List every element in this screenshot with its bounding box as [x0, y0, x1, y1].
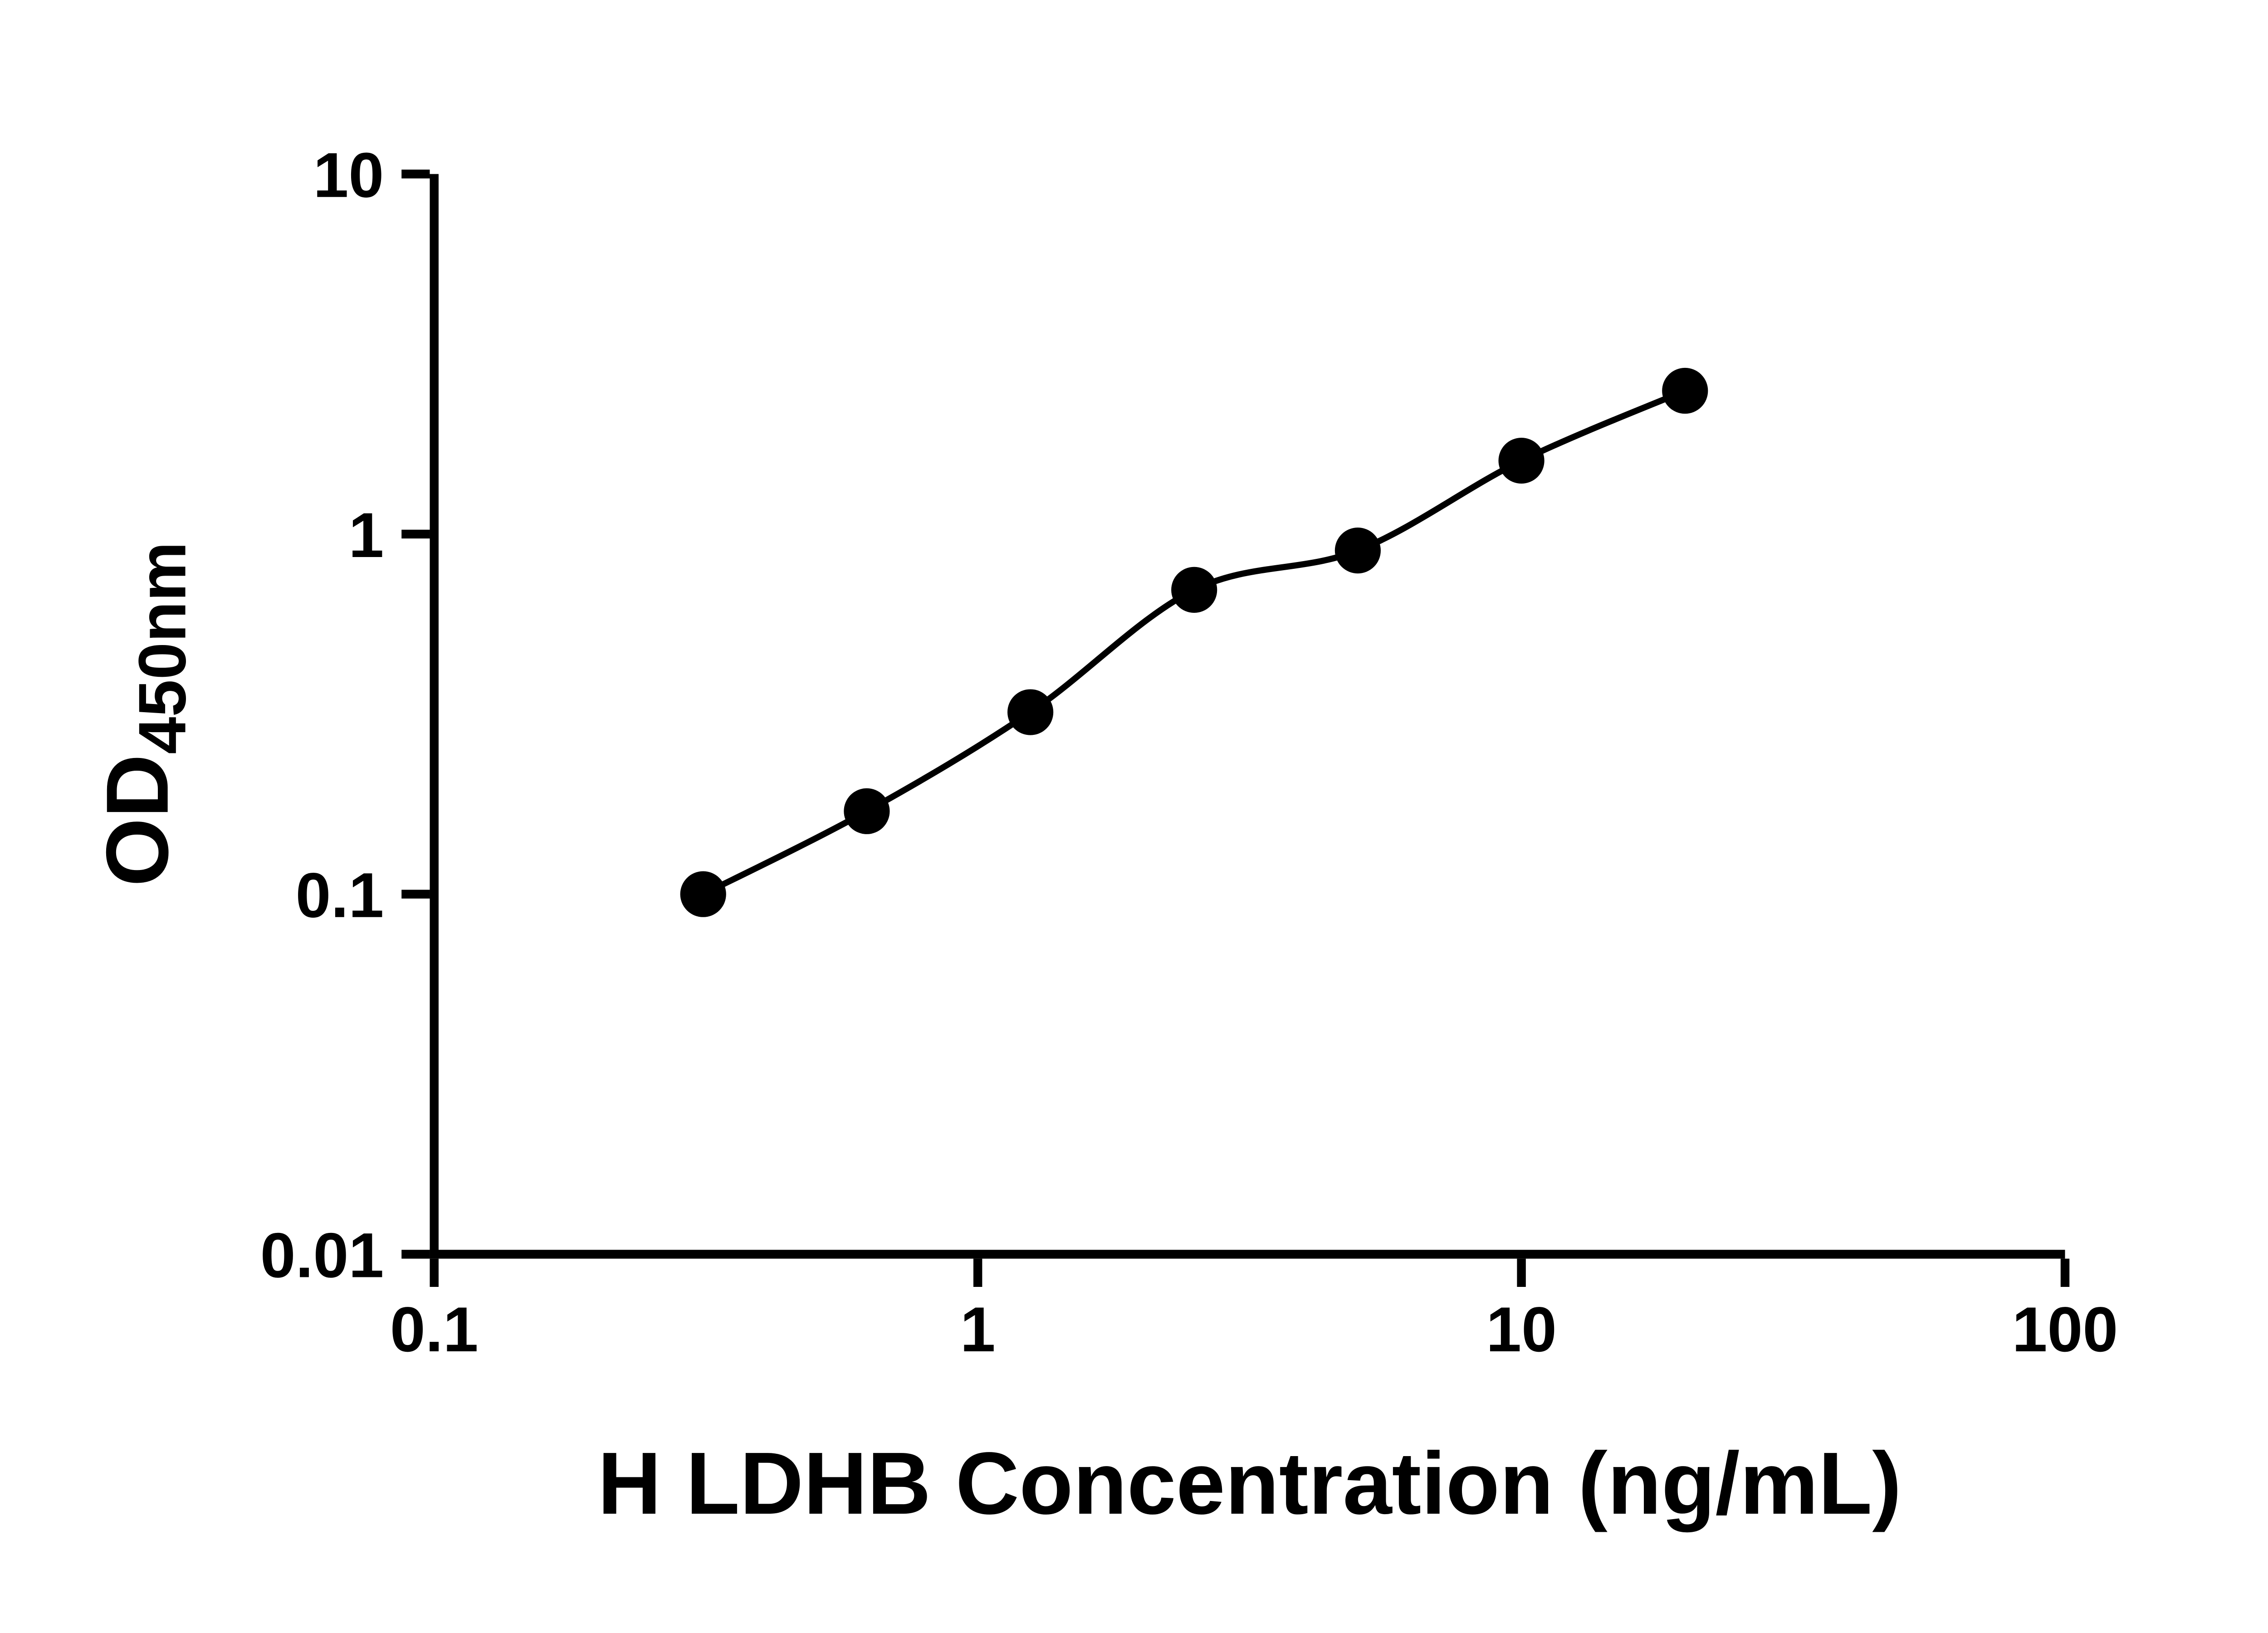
y-axis-tick-label: 0.01 [260, 1220, 384, 1291]
data-point [1662, 367, 1708, 414]
y-axis-title: OD450nm [88, 542, 200, 886]
x-axis-tick-label: 0.1 [390, 1294, 479, 1365]
x-axis-tick-label: 10 [1486, 1294, 1557, 1365]
y-axis-tick-label: 1 [348, 499, 384, 571]
data-point [680, 871, 726, 917]
x-axis-title: H LDHB Concentration (ng/mL) [598, 1434, 1902, 1533]
data-point [1498, 437, 1545, 484]
data-point [1171, 567, 1217, 613]
y-axis-tick-label: 10 [313, 139, 384, 210]
x-axis-tick-label: 100 [2012, 1294, 2118, 1365]
axis-lines [430, 174, 2065, 1259]
y-axis-tick-label: 0.1 [296, 860, 384, 931]
x-axis-tick-label: 1 [960, 1294, 996, 1365]
data-point [844, 788, 890, 834]
y-axis-title-subscript: 450nm [125, 542, 200, 754]
y-axis-title-base: OD [88, 754, 187, 887]
data-point [1007, 689, 1054, 735]
data-point [1334, 528, 1381, 574]
